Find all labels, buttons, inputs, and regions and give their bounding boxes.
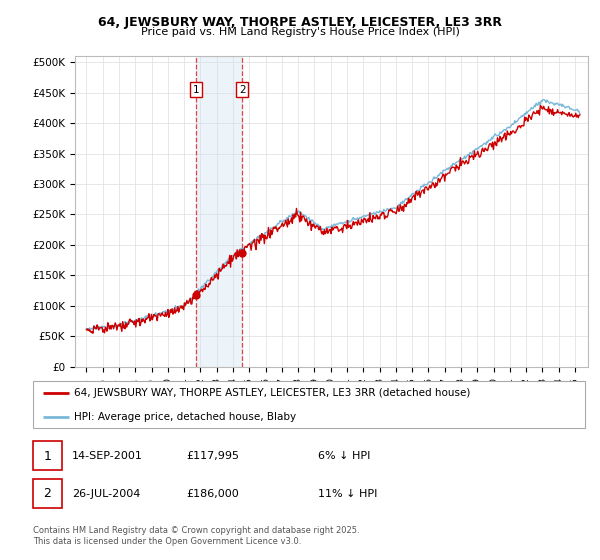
Text: 64, JEWSBURY WAY, THORPE ASTLEY, LEICESTER, LE3 3RR (detached house): 64, JEWSBURY WAY, THORPE ASTLEY, LEICEST…	[74, 388, 471, 398]
Text: 2: 2	[239, 85, 245, 95]
Text: 26-JUL-2004: 26-JUL-2004	[72, 489, 140, 499]
Text: HPI: Average price, detached house, Blaby: HPI: Average price, detached house, Blab…	[74, 412, 296, 422]
Text: 2: 2	[43, 487, 52, 501]
Text: £117,995: £117,995	[186, 451, 239, 461]
Text: 1: 1	[193, 85, 199, 95]
Bar	[196, 56, 242, 367]
Text: Contains HM Land Registry data © Crown copyright and database right 2025.
This d: Contains HM Land Registry data © Crown c…	[33, 526, 359, 546]
Text: 1: 1	[43, 450, 52, 463]
Text: 6% ↓ HPI: 6% ↓ HPI	[318, 451, 370, 461]
FancyBboxPatch shape	[33, 381, 585, 428]
Text: 64, JEWSBURY WAY, THORPE ASTLEY, LEICESTER, LE3 3RR: 64, JEWSBURY WAY, THORPE ASTLEY, LEICEST…	[98, 16, 502, 29]
Text: 11% ↓ HPI: 11% ↓ HPI	[318, 489, 377, 499]
Text: 14-SEP-2001: 14-SEP-2001	[72, 451, 143, 461]
Text: Price paid vs. HM Land Registry's House Price Index (HPI): Price paid vs. HM Land Registry's House …	[140, 27, 460, 37]
Text: £186,000: £186,000	[186, 489, 239, 499]
